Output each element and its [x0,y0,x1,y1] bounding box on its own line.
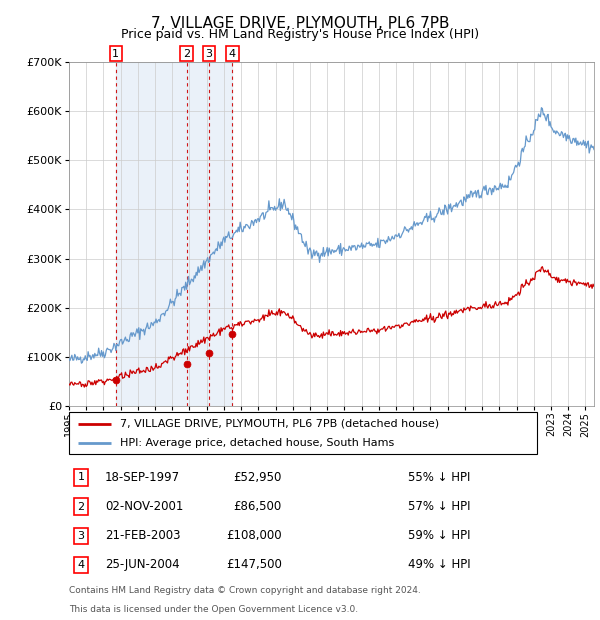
Text: This data is licensed under the Open Government Licence v3.0.: This data is licensed under the Open Gov… [69,604,358,614]
Text: 3: 3 [77,531,85,541]
Text: 3: 3 [205,48,212,58]
Text: 1: 1 [77,472,85,482]
Text: £52,950: £52,950 [233,471,282,484]
Bar [116,62,232,406]
Text: 2: 2 [77,502,85,512]
Text: 1: 1 [112,48,119,58]
Text: 21-FEB-2003: 21-FEB-2003 [105,529,181,542]
Text: Price paid vs. HM Land Registry's House Price Index (HPI): Price paid vs. HM Land Registry's House … [121,28,479,41]
Text: 7, VILLAGE DRIVE, PLYMOUTH, PL6 7PB (detached house): 7, VILLAGE DRIVE, PLYMOUTH, PL6 7PB (det… [121,418,440,428]
Text: 55% ↓ HPI: 55% ↓ HPI [408,471,470,484]
Text: 02-NOV-2001: 02-NOV-2001 [105,500,184,513]
Text: £108,000: £108,000 [226,529,282,542]
Text: 2: 2 [183,48,190,58]
Text: £147,500: £147,500 [226,559,282,571]
Text: 25-JUN-2004: 25-JUN-2004 [105,559,179,571]
Text: 57% ↓ HPI: 57% ↓ HPI [408,500,470,513]
Text: 18-SEP-1997: 18-SEP-1997 [105,471,180,484]
Text: HPI: Average price, detached house, South Hams: HPI: Average price, detached house, Sout… [121,438,395,448]
Text: 7, VILLAGE DRIVE, PLYMOUTH, PL6 7PB: 7, VILLAGE DRIVE, PLYMOUTH, PL6 7PB [151,16,449,30]
Text: 4: 4 [77,560,85,570]
Text: 49% ↓ HPI: 49% ↓ HPI [408,559,470,571]
Text: 4: 4 [229,48,236,58]
Text: 59% ↓ HPI: 59% ↓ HPI [408,529,470,542]
Text: Contains HM Land Registry data © Crown copyright and database right 2024.: Contains HM Land Registry data © Crown c… [69,586,421,595]
Text: £86,500: £86,500 [234,500,282,513]
